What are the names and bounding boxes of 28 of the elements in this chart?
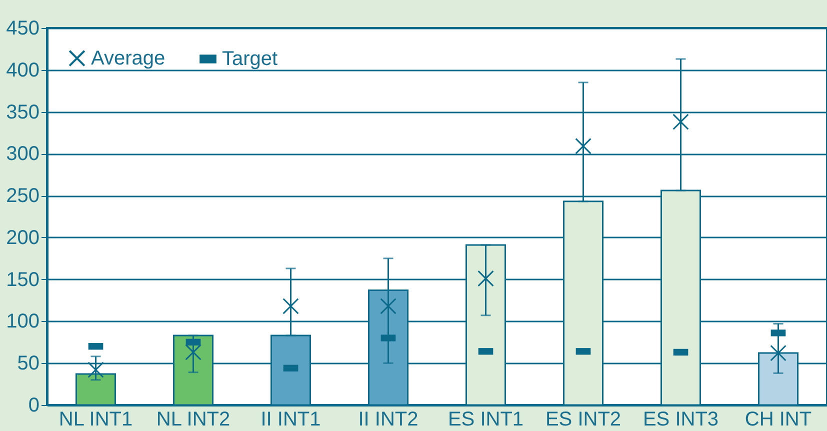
y-tick-label: 200 (6, 226, 40, 249)
point (672, 114, 689, 130)
point (380, 298, 396, 314)
x-tick-label: ES INT2 (545, 408, 622, 430)
point (88, 362, 104, 378)
point (282, 298, 299, 314)
y-tick-label: 150 (6, 268, 40, 291)
x-tick-label: ES INT3 (642, 408, 719, 430)
point (185, 344, 202, 360)
y-tick-label: 100 (6, 310, 40, 333)
x-tick-label: CH INT (744, 408, 812, 430)
x-tick-label: NL INT2 (156, 408, 230, 430)
x-tick-label: II INT2 (358, 408, 418, 430)
point (478, 270, 494, 287)
y-tick-label: 450 (6, 18, 40, 40)
y-tick-label: 350 (6, 101, 40, 124)
y-tick-label: 0 (28, 394, 40, 416)
x-tick-label: II INT1 (260, 408, 321, 430)
y-tick-label: 50 (17, 352, 40, 375)
x-tick-label: NL INT1 (58, 408, 133, 430)
point (575, 138, 592, 154)
x-tick-label: ES INT1 (448, 408, 524, 430)
legend-label: Target (222, 48, 278, 70)
y-tick-label: 250 (6, 185, 40, 208)
point (770, 344, 786, 362)
legend-label: Average (91, 47, 166, 70)
y-tick-label: 300 (6, 143, 40, 166)
y-tick-label: 400 (6, 59, 40, 82)
